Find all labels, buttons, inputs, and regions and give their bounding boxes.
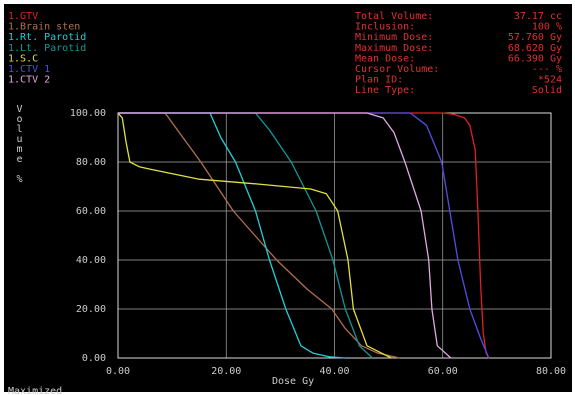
y-tick-label: 20.00 bbox=[76, 304, 106, 315]
y-tick-label: 80.00 bbox=[76, 157, 106, 168]
info-value: 37.17 cc bbox=[514, 11, 562, 22]
dvh-line bbox=[118, 112, 490, 359]
info-label: Line Type: bbox=[355, 85, 415, 96]
x-tick-label: 80.00 bbox=[536, 366, 566, 377]
info-label: Inclusion: bbox=[355, 22, 415, 33]
info-value: 57.760 Gy bbox=[508, 32, 562, 43]
info-label: Plan ID: bbox=[355, 75, 403, 86]
info-value: 100 % bbox=[532, 22, 562, 33]
y-tick-label: 0.00 bbox=[82, 353, 106, 364]
info-value: --- % bbox=[532, 64, 562, 75]
x-tick-label: 0.00 bbox=[106, 366, 130, 377]
y-tick-label: 100.00 bbox=[70, 108, 106, 119]
info-value: 66.390 Gy bbox=[508, 53, 562, 64]
info-label: Cursor Volume: bbox=[355, 64, 439, 75]
legend-entry: 1.GTV bbox=[8, 11, 38, 22]
legend-entry: 1.CTV 2 bbox=[8, 75, 50, 86]
background bbox=[4, 4, 572, 392]
info-value: Solid bbox=[532, 85, 562, 96]
dvh-line bbox=[118, 112, 452, 359]
y-axis-label: Volume % bbox=[14, 104, 25, 184]
info-value: *524 bbox=[538, 75, 562, 86]
info-label: Total Volume: bbox=[355, 11, 433, 22]
x-tick-label: 40.00 bbox=[319, 366, 349, 377]
dvh-line bbox=[117, 112, 392, 359]
status-text: Maximized bbox=[8, 386, 62, 395]
info-label: Minimum Dose: bbox=[355, 32, 433, 43]
y-tick-label: 40.00 bbox=[76, 255, 106, 266]
info-label: Mean Dose: bbox=[355, 53, 415, 64]
legend-entry: 1.Lt. Parotid bbox=[8, 43, 86, 54]
legend-entry: 1.Brain sten bbox=[8, 22, 80, 33]
dvh-line bbox=[118, 112, 490, 359]
info-label: Maximum Dose: bbox=[355, 43, 433, 54]
x-tick-label: 20.00 bbox=[211, 366, 241, 377]
x-tick-label: 60.00 bbox=[428, 366, 458, 377]
y-tick-label: 60.00 bbox=[76, 206, 106, 217]
dvh-line bbox=[118, 112, 373, 359]
legend-entry: 1.S.C bbox=[8, 53, 38, 64]
dvh-line bbox=[118, 112, 346, 359]
legend-entry: 1.CTV 1 bbox=[8, 64, 50, 75]
dvh-line bbox=[118, 112, 400, 359]
x-axis-label: Dose Gy bbox=[272, 376, 314, 387]
info-value: 68.620 Gy bbox=[508, 43, 562, 54]
legend-entry: 1.Rt. Parotid bbox=[8, 32, 86, 43]
